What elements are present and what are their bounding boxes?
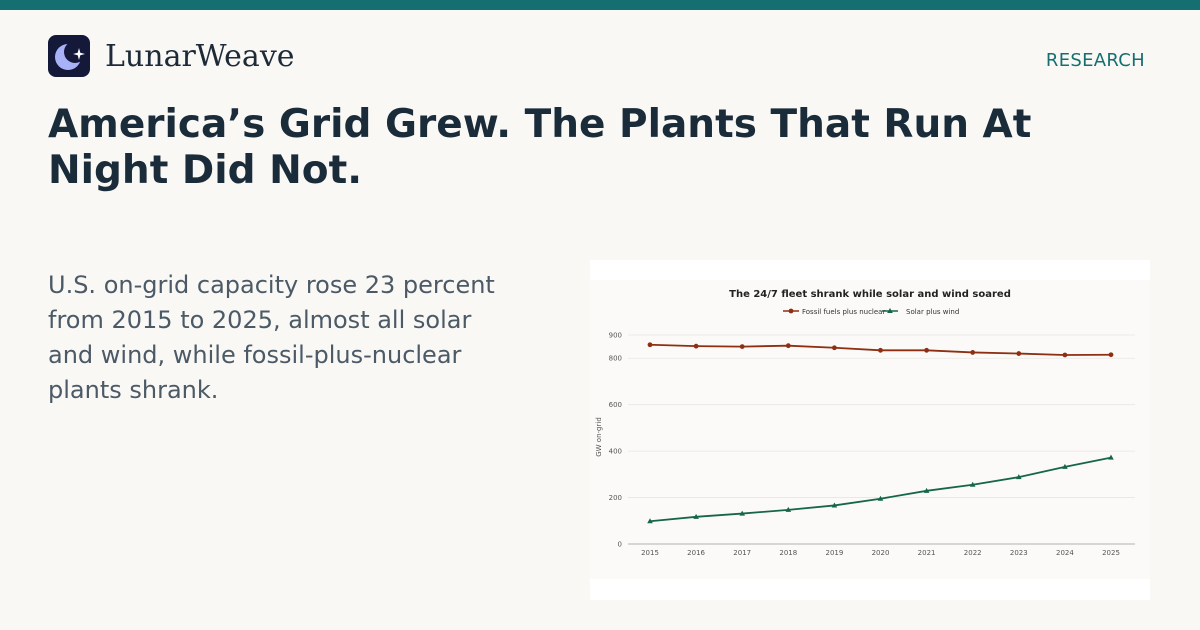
y-tick-label: 800 xyxy=(609,355,622,363)
chart-card: The 24/7 fleet shrank while solar and wi… xyxy=(590,260,1150,600)
summary-text: U.S. on-grid capacity rose 23 percent fr… xyxy=(48,271,495,404)
top-accent-bar xyxy=(0,0,1200,10)
data-point xyxy=(1062,463,1068,469)
x-tick-label: 2021 xyxy=(918,549,936,557)
x-tick-label: 2022 xyxy=(964,549,982,557)
brand-name: LunarWeave xyxy=(105,38,295,74)
data-point xyxy=(1016,474,1022,480)
crescent-moon-sparkle-icon xyxy=(48,35,90,77)
x-tick-label: 2023 xyxy=(1010,549,1028,557)
x-tick-label: 2020 xyxy=(872,549,890,557)
data-point xyxy=(878,347,883,353)
data-point xyxy=(739,510,745,516)
chart-legend: Fossil fuels plus nuclear Solar plus wind xyxy=(783,308,959,316)
x-tick-label: 2018 xyxy=(779,549,797,557)
data-point xyxy=(1016,351,1022,356)
brand[interactable]: LunarWeave xyxy=(48,35,295,77)
x-tick-label: 2025 xyxy=(1102,549,1120,557)
y-tick-label: 900 xyxy=(609,332,622,340)
x-tick-label: 2016 xyxy=(687,549,705,557)
data-point xyxy=(785,343,791,349)
data-point xyxy=(647,342,653,348)
x-tick-label: 2024 xyxy=(1056,549,1074,557)
x-tick-label: 2017 xyxy=(733,549,751,557)
legend-label: Fossil fuels plus nuclear xyxy=(802,308,885,316)
data-point xyxy=(832,345,837,351)
legend-label: Solar plus wind xyxy=(906,308,959,316)
x-tick-label: 2019 xyxy=(825,549,843,557)
data-point xyxy=(1108,352,1114,358)
data-point xyxy=(969,481,976,487)
chart-title: The 24/7 fleet shrank while solar and wi… xyxy=(729,289,1011,300)
y-tick-label: 400 xyxy=(609,448,622,456)
x-tick-label: 2015 xyxy=(641,549,659,557)
y-tick-label: 600 xyxy=(609,401,622,409)
data-point xyxy=(924,347,929,353)
data-point xyxy=(693,513,699,519)
series xyxy=(647,342,1114,524)
axes: 0 200 400 600 800 900 2015 2016 2017 2018 2019 2020… xyxy=(595,332,1135,557)
data-point xyxy=(970,350,976,355)
data-point xyxy=(785,506,792,512)
data-point xyxy=(1062,352,1068,358)
y-tick-label: 200 xyxy=(609,494,622,502)
y-axis-label: GW on-grid xyxy=(595,417,603,457)
data-point xyxy=(647,518,653,524)
section-label[interactable]: RESEARCH xyxy=(1045,50,1145,71)
legend-marker xyxy=(788,308,794,314)
data-point xyxy=(923,487,930,493)
legend-marker xyxy=(887,308,893,313)
data-point xyxy=(831,502,838,508)
line-chart: The 24/7 fleet shrank while solar and wi… xyxy=(590,280,1150,579)
data-point xyxy=(739,344,745,350)
y-tick-label: 0 xyxy=(618,541,622,549)
data-point xyxy=(693,343,699,349)
page-title: America’s Grid Grew. The Plants That Run… xyxy=(48,102,1032,193)
data-point xyxy=(877,495,884,501)
data-point xyxy=(1108,454,1114,460)
